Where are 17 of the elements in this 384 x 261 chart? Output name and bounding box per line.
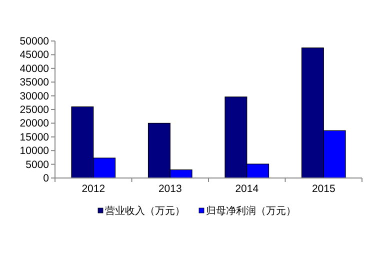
y-tick-label: 45000 (20, 49, 50, 62)
y-tick-label: 35000 (20, 76, 50, 89)
y-tick-label: 15000 (20, 131, 50, 144)
x-tick-label: 2015 (312, 183, 336, 195)
x-tick-label: 2014 (235, 183, 259, 195)
y-tick-label: 5000 (26, 158, 50, 171)
y-tick-label: 30000 (20, 90, 50, 102)
x-tick-label: 2013 (158, 183, 182, 195)
y-tick-label: 25000 (20, 104, 50, 116)
x-tick-label: 2012 (82, 183, 106, 195)
y-tick-label: 40000 (20, 62, 50, 75)
legend-label: 归母净利润（万元） (206, 205, 296, 217)
y-tick-label: 10000 (20, 145, 50, 158)
y-tick-label: 50000 (20, 36, 50, 48)
y-tick-label: 0 (43, 172, 50, 184)
y-tick-label: 20000 (20, 118, 50, 130)
legend-label: 营业收入（万元） (105, 205, 185, 217)
